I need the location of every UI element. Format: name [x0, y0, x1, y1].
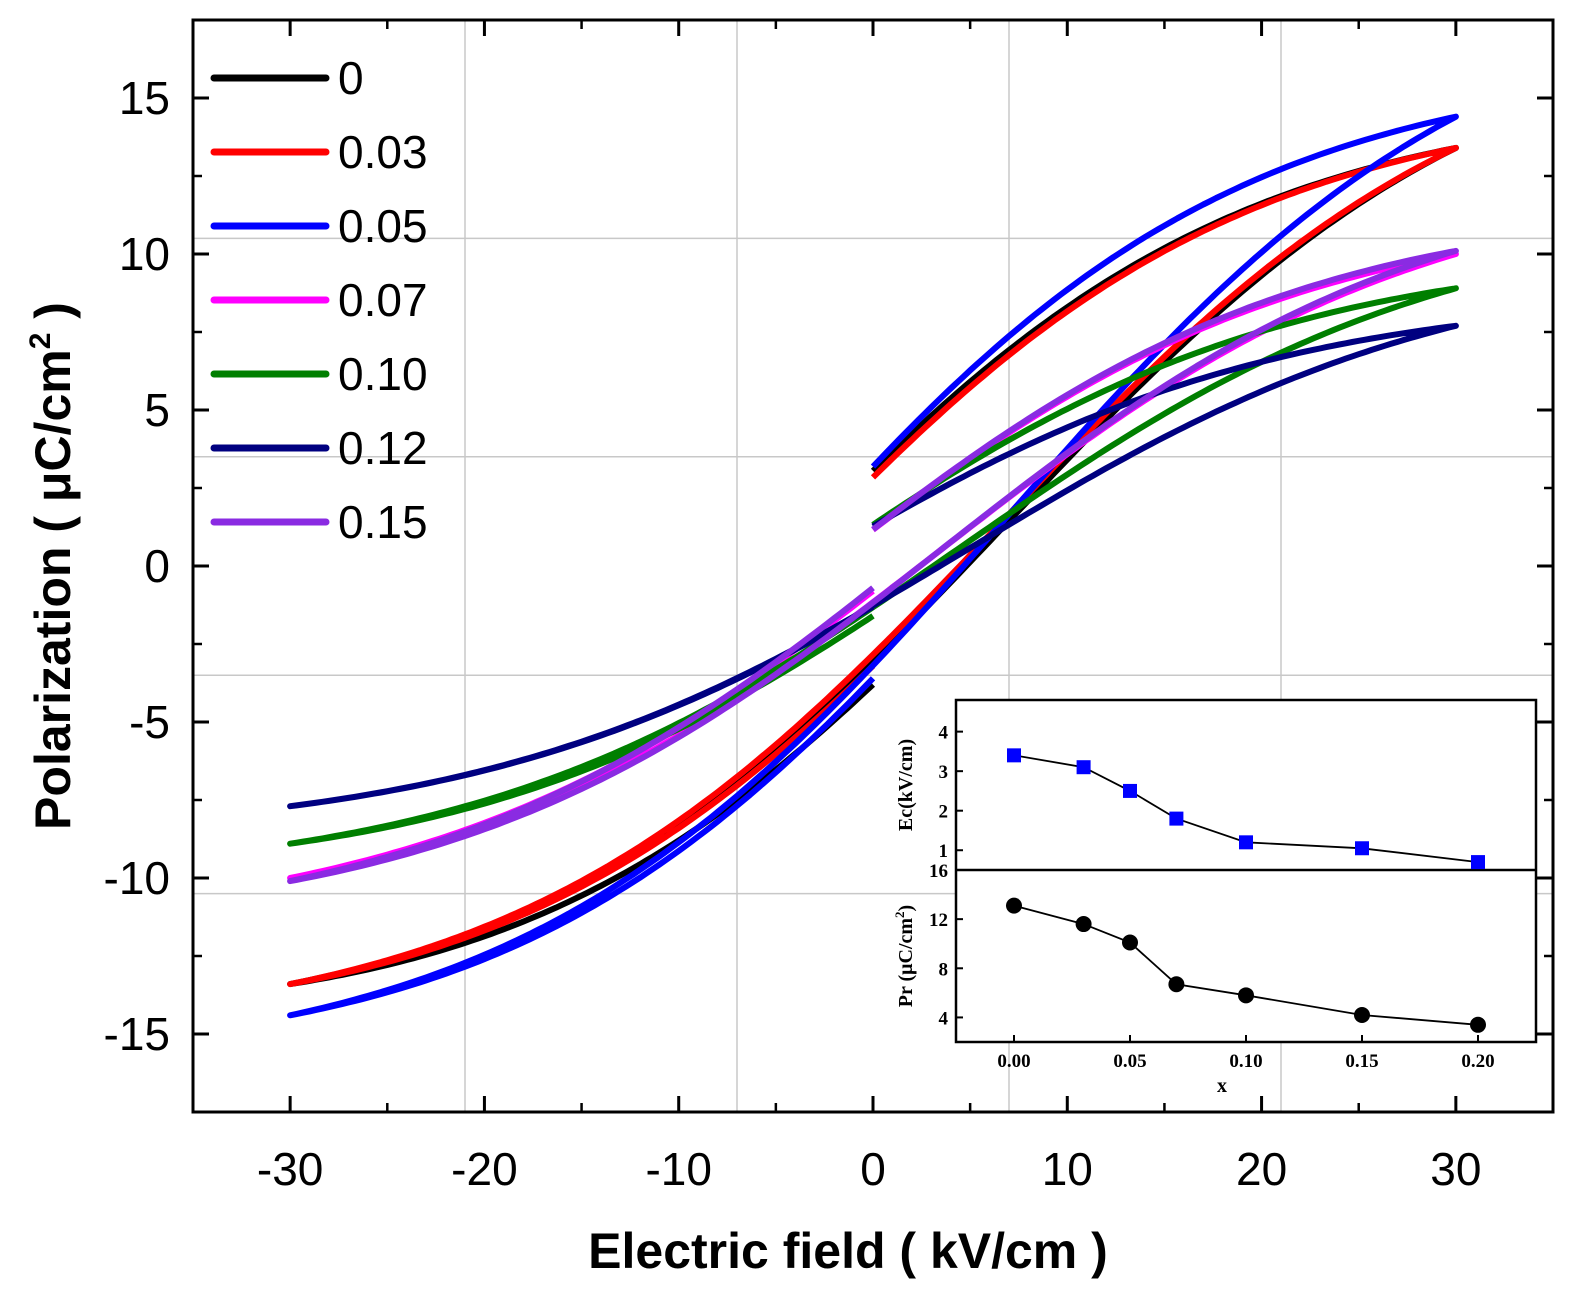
inset-pr-ylabel-sup: 2 [892, 911, 907, 918]
inset-ec-ylabel: Ec(kV/cm) [895, 739, 917, 831]
ec-point [1123, 783, 1137, 798]
inset-ec-ytick-label: 4 [939, 723, 949, 744]
inset-xlabel: x [1217, 1075, 1227, 1097]
legend-label: 0.05 [338, 200, 428, 252]
ec-point [1471, 855, 1485, 870]
x-tick-label: 0 [860, 1143, 886, 1195]
inset-ec-series [1007, 748, 1485, 870]
inset-pr-ylabel-end: ) [895, 905, 917, 912]
y-tick-label: 10 [119, 228, 170, 280]
legend-label: 0.07 [338, 274, 428, 326]
y-tick-label: 0 [144, 540, 170, 592]
hysteresis-loop-0-03 [287, 144, 1459, 988]
x-tick-label: 30 [1430, 1143, 1481, 1195]
legend-label: 0.03 [338, 126, 428, 178]
legend-label: 0 [338, 52, 364, 104]
y-tick-label: -10 [104, 852, 170, 904]
inset-pr-ylabel: Pr (μC/cm2) [892, 905, 917, 1007]
inset-ec-ytick-label: 2 [939, 802, 949, 823]
y-axis-title: Polarization ( μC/cm2 ) [24, 302, 81, 830]
inset-ec-ytick-label: 1 [939, 841, 949, 862]
inset-pr-ytick-label: 16 [929, 861, 948, 882]
x-tick-label: -30 [257, 1143, 323, 1195]
pr-point [1168, 976, 1185, 993]
main-grid [193, 20, 1553, 1112]
legend-label: 0.15 [338, 496, 428, 548]
y-tick-label: -5 [129, 696, 170, 748]
x-axis-title: Electric field ( kV/cm ) [588, 1223, 1108, 1279]
pr-point [1354, 1006, 1370, 1023]
legend: 0 0.03 0.05 0.07 0.10 0.12 0.15 [210, 52, 428, 548]
inset-xtick-label: 0.15 [1345, 1051, 1378, 1072]
x-tick-label: -20 [451, 1143, 517, 1195]
inset-xtick-label: 0.10 [1229, 1051, 1262, 1072]
ec-point [1169, 811, 1184, 826]
inset-pr-ylabel-main: Pr (μC/cm [895, 918, 917, 1008]
hysteresis-curves [287, 113, 1459, 1019]
hysteresis-loop-0-05 [287, 113, 1459, 1019]
y-tick-label: -15 [104, 1008, 170, 1060]
x-tick-label: 10 [1042, 1143, 1093, 1195]
inset-xtick-label: 0.05 [1113, 1051, 1146, 1072]
ec-point [1007, 748, 1021, 763]
y-axis-title-end: ) [25, 302, 81, 333]
ec-point [1355, 841, 1369, 856]
inset-pr-series [1006, 897, 1486, 1033]
x-tick-label: 20 [1236, 1143, 1287, 1195]
pr-point [1122, 934, 1138, 951]
inset-xtick-label: 0.00 [997, 1051, 1030, 1072]
y-tick-label: 5 [144, 384, 170, 436]
legend-label: 0.12 [338, 422, 428, 474]
ec-point [1076, 760, 1091, 775]
pr-point [1238, 987, 1254, 1004]
x-tick-label: -10 [645, 1143, 711, 1195]
inset-ec-ytick-label: 3 [939, 762, 949, 783]
inset-pr-ytick-label: 4 [939, 1008, 949, 1029]
pr-point [1006, 897, 1022, 914]
y-axis-title-main: Polarization ( μC/cm [25, 349, 81, 830]
hysteresis-loop-0-15 [287, 247, 1459, 885]
inset-pr-ytick-label: 8 [939, 959, 949, 980]
pr-point [1075, 916, 1092, 933]
inset-xtick-label: 0.20 [1461, 1051, 1494, 1072]
inset-pr-ytick-label: 12 [929, 910, 948, 931]
legend-label: 0.10 [338, 348, 428, 400]
ec-point [1239, 835, 1253, 850]
y-tick-label: 15 [119, 72, 170, 124]
y-axis-title-sup: 2 [24, 333, 57, 350]
pr-point [1470, 1016, 1486, 1033]
